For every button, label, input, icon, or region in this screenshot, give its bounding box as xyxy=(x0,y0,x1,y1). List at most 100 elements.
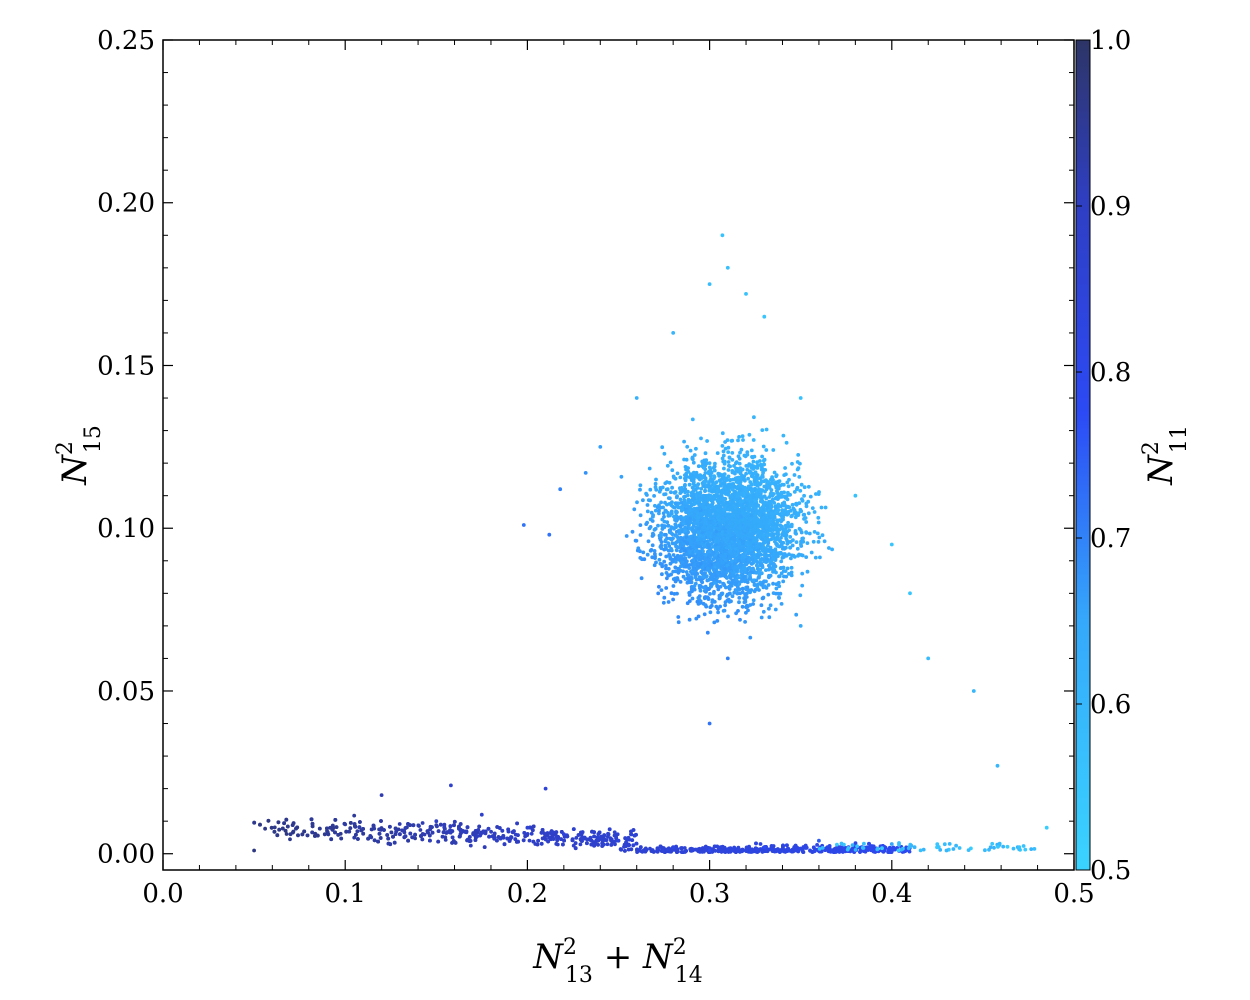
scatter-point xyxy=(555,838,560,843)
scatter-point xyxy=(691,521,696,526)
scatter-point xyxy=(285,824,290,829)
scatter-point xyxy=(764,427,769,432)
scatter-point xyxy=(781,579,786,584)
scatter-point xyxy=(764,496,769,501)
scatter-point xyxy=(812,530,817,534)
scatter-point xyxy=(452,823,456,828)
scatter-point xyxy=(662,492,666,497)
scatter-point xyxy=(799,509,804,514)
scatter-point xyxy=(661,849,666,853)
scatter-point xyxy=(712,844,717,849)
scatter-point xyxy=(655,505,660,510)
scatter-point xyxy=(804,845,809,850)
scatter-point xyxy=(666,496,671,500)
scatter-point xyxy=(277,827,282,832)
scatter-point xyxy=(766,847,771,852)
scatter-point xyxy=(703,488,707,493)
scatter-point xyxy=(785,843,789,848)
scatter-point xyxy=(789,524,794,529)
scatter-point xyxy=(489,829,493,834)
scatter-point xyxy=(759,582,764,587)
scatter-point xyxy=(737,600,741,605)
scatter-point xyxy=(713,547,718,552)
scatter-point xyxy=(676,570,681,575)
scatter-point xyxy=(674,544,678,549)
scatter-point xyxy=(858,850,862,854)
scatter-point xyxy=(671,553,676,557)
scatter-point xyxy=(764,448,769,452)
scatter-point xyxy=(283,828,288,833)
scatter-point xyxy=(724,575,729,580)
scatter-point xyxy=(752,520,757,525)
scatter-point xyxy=(425,829,430,833)
scatter-point xyxy=(355,829,360,834)
scatter-point xyxy=(729,484,734,489)
scatter-point xyxy=(786,484,791,489)
scatter-point xyxy=(427,833,432,838)
scatter-point xyxy=(693,474,697,479)
scatter-point xyxy=(792,473,797,477)
scatter-point xyxy=(352,835,357,840)
scatter-point xyxy=(725,563,730,568)
scatter-point xyxy=(721,449,726,454)
scatter-point xyxy=(674,517,679,522)
scatter-point xyxy=(775,520,780,525)
scatter-point xyxy=(684,564,688,569)
scatter-point xyxy=(683,528,688,533)
scatter-point xyxy=(870,847,875,852)
scatter-point xyxy=(282,821,286,826)
scatter-point xyxy=(795,485,800,490)
scatter-point xyxy=(752,583,757,587)
scatter-point xyxy=(468,843,473,848)
scatter-point xyxy=(441,830,446,835)
scatter-point xyxy=(574,836,579,840)
scatter-point xyxy=(789,508,793,513)
scatter-point xyxy=(737,461,742,466)
scatter-point xyxy=(672,505,677,510)
scatter-point xyxy=(509,835,514,840)
scatter-point xyxy=(791,538,795,542)
scatter-point xyxy=(667,528,672,533)
scatter-point xyxy=(653,508,658,513)
scatter-point xyxy=(653,552,657,556)
scatter-point xyxy=(730,499,735,504)
scatter-point xyxy=(758,459,762,463)
scatter-point xyxy=(605,842,610,847)
scatter-point xyxy=(758,567,763,572)
scatter-point xyxy=(703,451,708,456)
scatter-point xyxy=(413,836,417,841)
scatter-point xyxy=(745,503,749,508)
scatter-point xyxy=(649,510,654,515)
scatter-point xyxy=(789,565,794,570)
scatter-point xyxy=(703,509,708,513)
scatter-point xyxy=(692,584,697,588)
scatter-point xyxy=(513,837,518,841)
scatter-point xyxy=(777,574,782,579)
scatter-point xyxy=(774,582,779,587)
scatter-point xyxy=(398,832,402,837)
scatter-point xyxy=(686,469,691,474)
scatter-point xyxy=(736,575,741,580)
scatter-point xyxy=(333,830,337,835)
scatter-point xyxy=(688,448,693,453)
scatter-point xyxy=(685,601,690,606)
scatter-point xyxy=(738,849,742,854)
scatter-point xyxy=(722,507,727,512)
scatter-point xyxy=(778,591,783,596)
scatter-point xyxy=(790,553,794,558)
scatter-point xyxy=(643,847,647,852)
scatter-point xyxy=(853,848,858,852)
scatter-point xyxy=(691,551,695,556)
scatter-point xyxy=(728,565,732,570)
scatter-point xyxy=(760,428,765,432)
scatter-point xyxy=(389,830,394,835)
scatter-point xyxy=(730,578,735,583)
scatter-point xyxy=(735,494,739,499)
scatter-point xyxy=(693,554,698,559)
scatter-point xyxy=(1023,847,1028,852)
scatter-point xyxy=(769,481,774,486)
scatter-point xyxy=(801,536,805,541)
scatter-point xyxy=(698,561,703,566)
scatter-point xyxy=(585,837,590,842)
scatter-point xyxy=(465,838,469,843)
